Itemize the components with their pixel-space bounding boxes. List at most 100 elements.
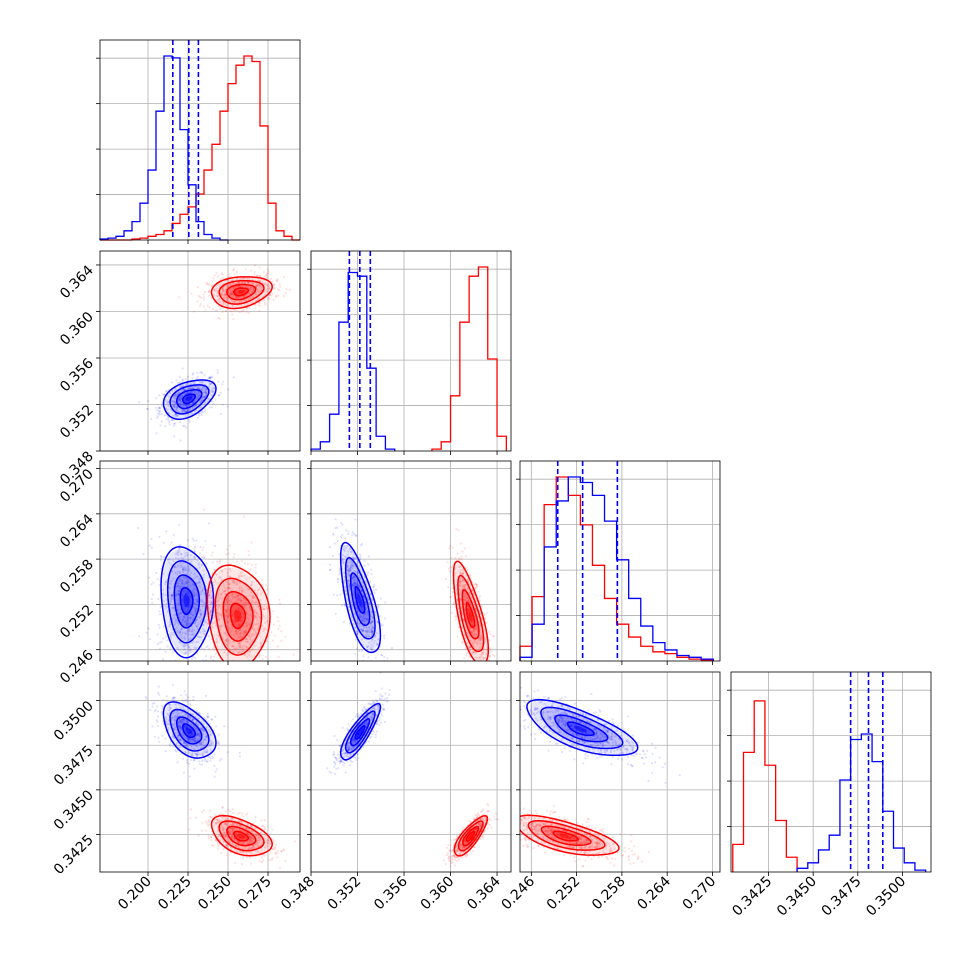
red-point [225, 634, 228, 637]
red-point [256, 622, 259, 625]
blue-point [216, 371, 219, 374]
blue-point [372, 585, 375, 588]
blue-point [192, 640, 195, 643]
red-point [472, 630, 475, 633]
blue-point [179, 398, 182, 401]
red-point [222, 289, 225, 292]
red-point [462, 641, 465, 644]
blue-point [189, 386, 192, 390]
red-point [209, 591, 212, 594]
blue-point [179, 403, 182, 407]
blue-point [210, 601, 213, 604]
red-point [244, 299, 247, 302]
red-point [245, 602, 248, 605]
red-point [250, 649, 253, 652]
red-point [224, 590, 227, 593]
blue-point [177, 399, 180, 402]
blue-point [365, 630, 368, 633]
red-point [276, 616, 279, 619]
red-point [226, 571, 229, 574]
blue-point [375, 643, 379, 646]
red-point [266, 620, 269, 623]
blue-point [195, 625, 198, 628]
blue-point [184, 415, 187, 418]
blue-point [146, 407, 149, 410]
blue-point [170, 399, 173, 402]
red-point [258, 284, 261, 287]
red-point [488, 655, 491, 658]
red-point [465, 654, 468, 657]
blue-point [184, 549, 187, 552]
blue-point [182, 570, 185, 573]
red-point [212, 598, 215, 601]
red-point [447, 567, 450, 570]
blue-point [202, 627, 205, 631]
blue-point [220, 757, 223, 760]
blue-point [159, 406, 162, 410]
blue-point [189, 394, 192, 397]
blue-point [347, 571, 350, 574]
red-point [476, 675, 478, 677]
red-point [238, 642, 241, 645]
blue-point [164, 583, 167, 586]
blue-point [163, 414, 166, 417]
red-point [475, 583, 478, 586]
axis-frame [730, 671, 932, 873]
red-point [252, 289, 256, 292]
blue-point [166, 408, 169, 411]
blue-point [329, 569, 332, 572]
red-point [474, 655, 477, 658]
blue-point [351, 583, 354, 587]
red-point [261, 286, 264, 289]
red-point [235, 309, 238, 312]
red-point [468, 627, 472, 630]
blue-point [360, 618, 363, 621]
red-point [228, 273, 231, 276]
red-point [241, 646, 244, 649]
blue-point [170, 593, 173, 596]
red-point [258, 274, 261, 277]
blue-point [192, 590, 195, 593]
blue-point [183, 615, 186, 618]
blue-point [203, 396, 206, 399]
blue-contour [344, 556, 376, 640]
blue-point [169, 633, 172, 636]
blue-point [361, 608, 364, 611]
red-point [249, 285, 253, 288]
red-point [252, 287, 255, 290]
blue-point [173, 405, 177, 409]
red-point [253, 654, 256, 657]
red-point [223, 651, 226, 654]
red-point [237, 667, 239, 669]
red-point [202, 546, 205, 549]
red-point [241, 277, 244, 280]
red-point [473, 639, 476, 642]
red-point [477, 677, 479, 679]
red-point [277, 627, 280, 630]
blue-point [196, 416, 199, 420]
red-point [277, 288, 280, 291]
blue-point [193, 622, 197, 625]
red-point [212, 655, 215, 658]
red-point [240, 591, 243, 594]
blue-histogram-line [99, 55, 228, 241]
red-point [236, 285, 239, 288]
red-point [246, 640, 249, 643]
red-point [220, 577, 223, 580]
blue-point [211, 561, 214, 564]
blue-point [195, 619, 198, 622]
red-point [475, 628, 478, 631]
red-point [468, 591, 471, 594]
blue-point [210, 375, 213, 378]
red-point [288, 288, 291, 291]
red-point [450, 611, 453, 615]
blue-point [198, 612, 201, 615]
blue-point [174, 416, 177, 419]
blue-point [183, 389, 186, 392]
red-point [469, 574, 472, 577]
red-point [282, 295, 285, 298]
blue-point [174, 556, 178, 559]
blue-point [349, 568, 352, 571]
panel-content [144, 683, 297, 870]
red-point [225, 610, 228, 613]
